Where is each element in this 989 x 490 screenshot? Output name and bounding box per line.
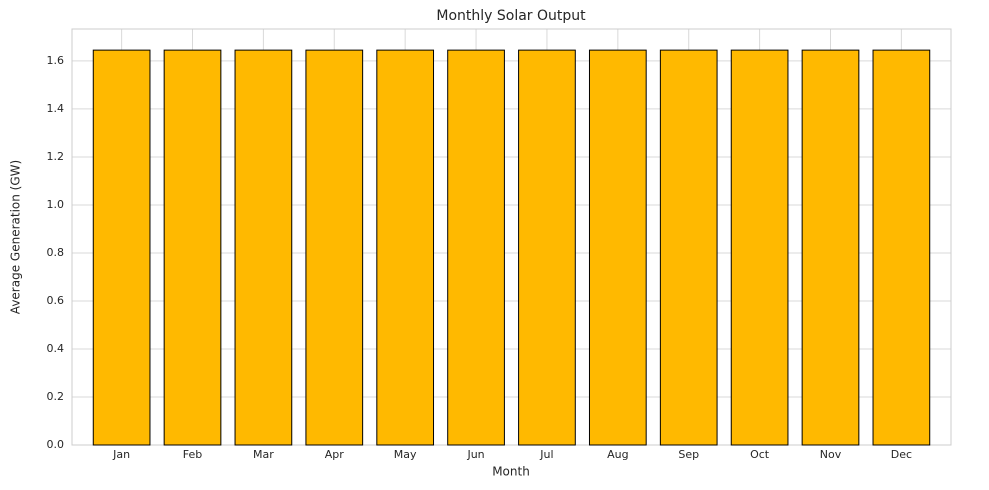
bar	[801, 49, 860, 446]
bar	[234, 49, 293, 446]
bar	[588, 49, 647, 446]
bar	[730, 49, 789, 446]
bar	[376, 49, 435, 446]
y-tick-label: 1.2	[47, 150, 65, 163]
bar	[659, 49, 718, 446]
x-tick-label: Feb	[183, 448, 202, 461]
x-tick-label: Oct	[750, 448, 770, 461]
x-tick-label: Sep	[678, 448, 699, 461]
bar	[447, 49, 505, 446]
y-tick-label: 0.4	[47, 342, 65, 355]
x-tick-label: Aug	[607, 448, 628, 461]
y-tick-label: 1.6	[47, 54, 65, 67]
bar	[518, 49, 576, 446]
chart-title: Monthly Solar Output	[436, 8, 586, 24]
x-tick-label: Nov	[820, 448, 842, 461]
y-tick-label: 1.4	[47, 102, 65, 115]
y-tick-label: 0.2	[47, 390, 65, 403]
bar	[92, 49, 151, 446]
x-axis-label: Month	[492, 465, 530, 479]
y-axis-label: Average Generation (GW)	[9, 160, 23, 314]
x-tick-label: Dec	[891, 448, 912, 461]
x-tick-label: Jan	[112, 448, 130, 461]
bar	[163, 49, 222, 446]
x-tick-label: Jul	[539, 448, 553, 461]
bar	[305, 49, 364, 446]
plot-frame	[71, 28, 952, 446]
y-tick-label: 0.6	[47, 294, 65, 307]
x-tick-label: May	[394, 448, 417, 461]
y-tick-label: 1.0	[47, 198, 65, 211]
bar	[872, 49, 931, 446]
x-tick-label: Apr	[325, 448, 345, 461]
x-tick-label: Mar	[253, 448, 274, 461]
y-tick-label: 0.8	[47, 246, 65, 259]
y-tick-label: 0.0	[47, 438, 65, 451]
x-tick-label: Jun	[466, 448, 484, 461]
